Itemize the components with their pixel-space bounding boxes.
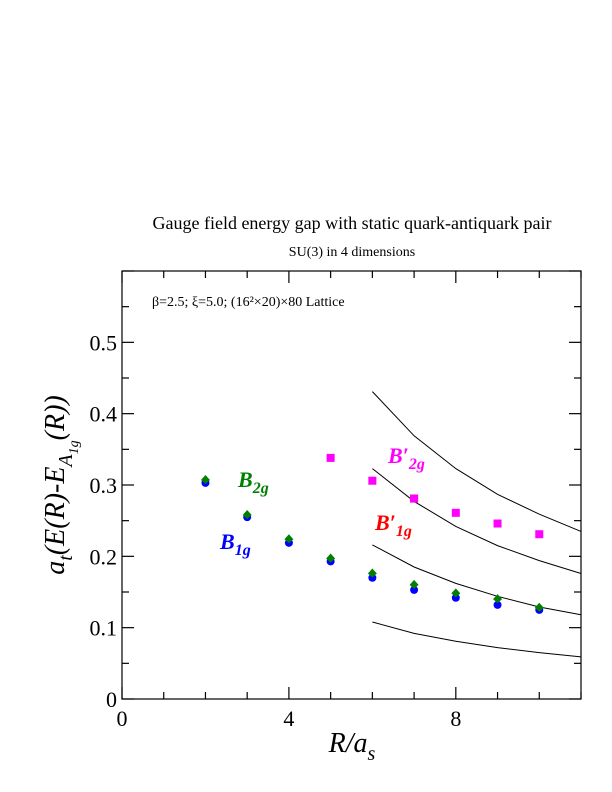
- series-label-B1g: B1g: [219, 529, 251, 559]
- point-B1g: [451, 593, 460, 602]
- x-axis-label: R/as: [328, 728, 376, 765]
- point-B2g: [451, 588, 461, 598]
- series-label-B′1g: B′1g: [374, 510, 412, 540]
- point-B′2g: [493, 519, 502, 528]
- x-tick-label: 0: [117, 706, 128, 731]
- point-B2g: [284, 534, 294, 544]
- point-B1g: [410, 585, 419, 594]
- axis-ticks: [121, 270, 582, 700]
- fit-curve: [372, 391, 582, 532]
- series-label-B2g: B2g: [237, 467, 269, 497]
- y-tick-label: 0: [106, 687, 117, 712]
- chart-subtitle: SU(3) in 4 dimensions: [289, 245, 415, 260]
- fit-curves: [372, 391, 582, 658]
- fit-curve: [372, 468, 582, 574]
- point-B2g: [326, 553, 336, 563]
- y-tick-label: 0.2: [90, 544, 118, 569]
- fit-curve: [372, 621, 582, 658]
- lattice-annotation: β=2.5; ξ=5.0; (16²×20)×80 Lattice: [152, 295, 345, 310]
- y-tick-label: 0.4: [90, 402, 118, 427]
- plot-frame: [121, 270, 582, 700]
- y-axis-label: at(E(R)-EA1g(R)): [40, 395, 82, 574]
- x-tick-label: 8: [450, 706, 461, 731]
- x-tick-label: 4: [283, 706, 294, 731]
- series-labels: B1g B2g B′1g B′2g: [219, 443, 425, 559]
- point-B2g: [367, 568, 377, 578]
- y-tick-label: 0.5: [90, 330, 118, 355]
- chart-title: Gauge field energy gap with static quark…: [152, 213, 551, 233]
- point-B2g: [409, 579, 419, 589]
- data-points: [200, 453, 544, 614]
- series-label-B′2g: B′2g: [387, 443, 425, 473]
- y-tick-label: 0.1: [90, 616, 118, 641]
- point-B′2g: [410, 494, 419, 503]
- point-B′2g: [451, 508, 460, 517]
- point-B2g: [534, 602, 544, 612]
- fit-curve: [372, 544, 582, 616]
- y-tick-label: 0.3: [90, 473, 118, 498]
- point-B′2g: [326, 453, 335, 462]
- point-B′2g: [368, 476, 377, 485]
- point-B′2g: [535, 530, 544, 539]
- point-B2g: [242, 509, 252, 519]
- point-B2g: [200, 475, 210, 485]
- point-B1g: [493, 600, 502, 609]
- axis-tick-labels: 0 4 8 0 0.1 0.2 0.3 0.4 0.5: [90, 330, 462, 731]
- point-B1g: [368, 573, 377, 582]
- point-B2g: [493, 594, 503, 604]
